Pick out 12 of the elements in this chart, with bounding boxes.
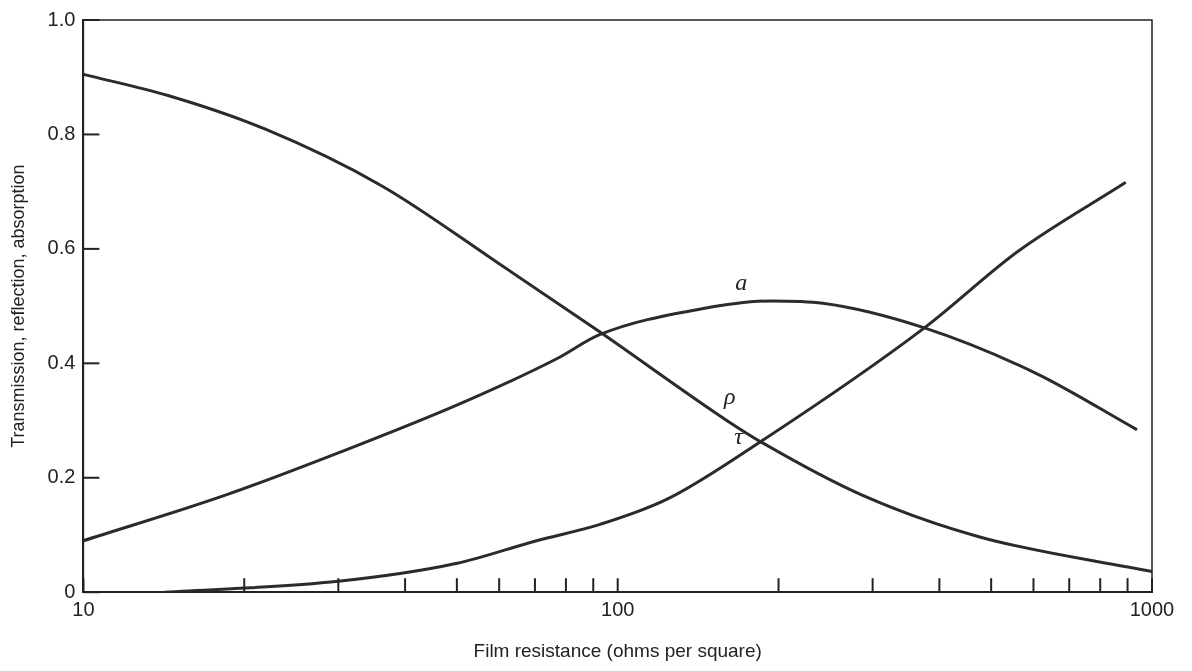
y-tick-label: 0.6 <box>47 236 76 259</box>
y-tick-label: 1.0 <box>47 7 76 30</box>
annotation: ρ <box>723 382 736 409</box>
y-tick-label: 0.8 <box>47 121 76 144</box>
annotation: a <box>735 268 748 295</box>
x-tick-label: 100 <box>601 597 635 620</box>
x-tick-label: 1000 <box>1129 597 1175 620</box>
annotation: τ <box>734 423 745 450</box>
y-tick-label: 0.4 <box>47 350 76 373</box>
y-tick-label: 0.2 <box>47 465 76 488</box>
x-axis-title: Film resistance (ohms per square) <box>473 639 762 661</box>
y-axis-title: Transmission, reflection, absorption <box>7 164 28 448</box>
